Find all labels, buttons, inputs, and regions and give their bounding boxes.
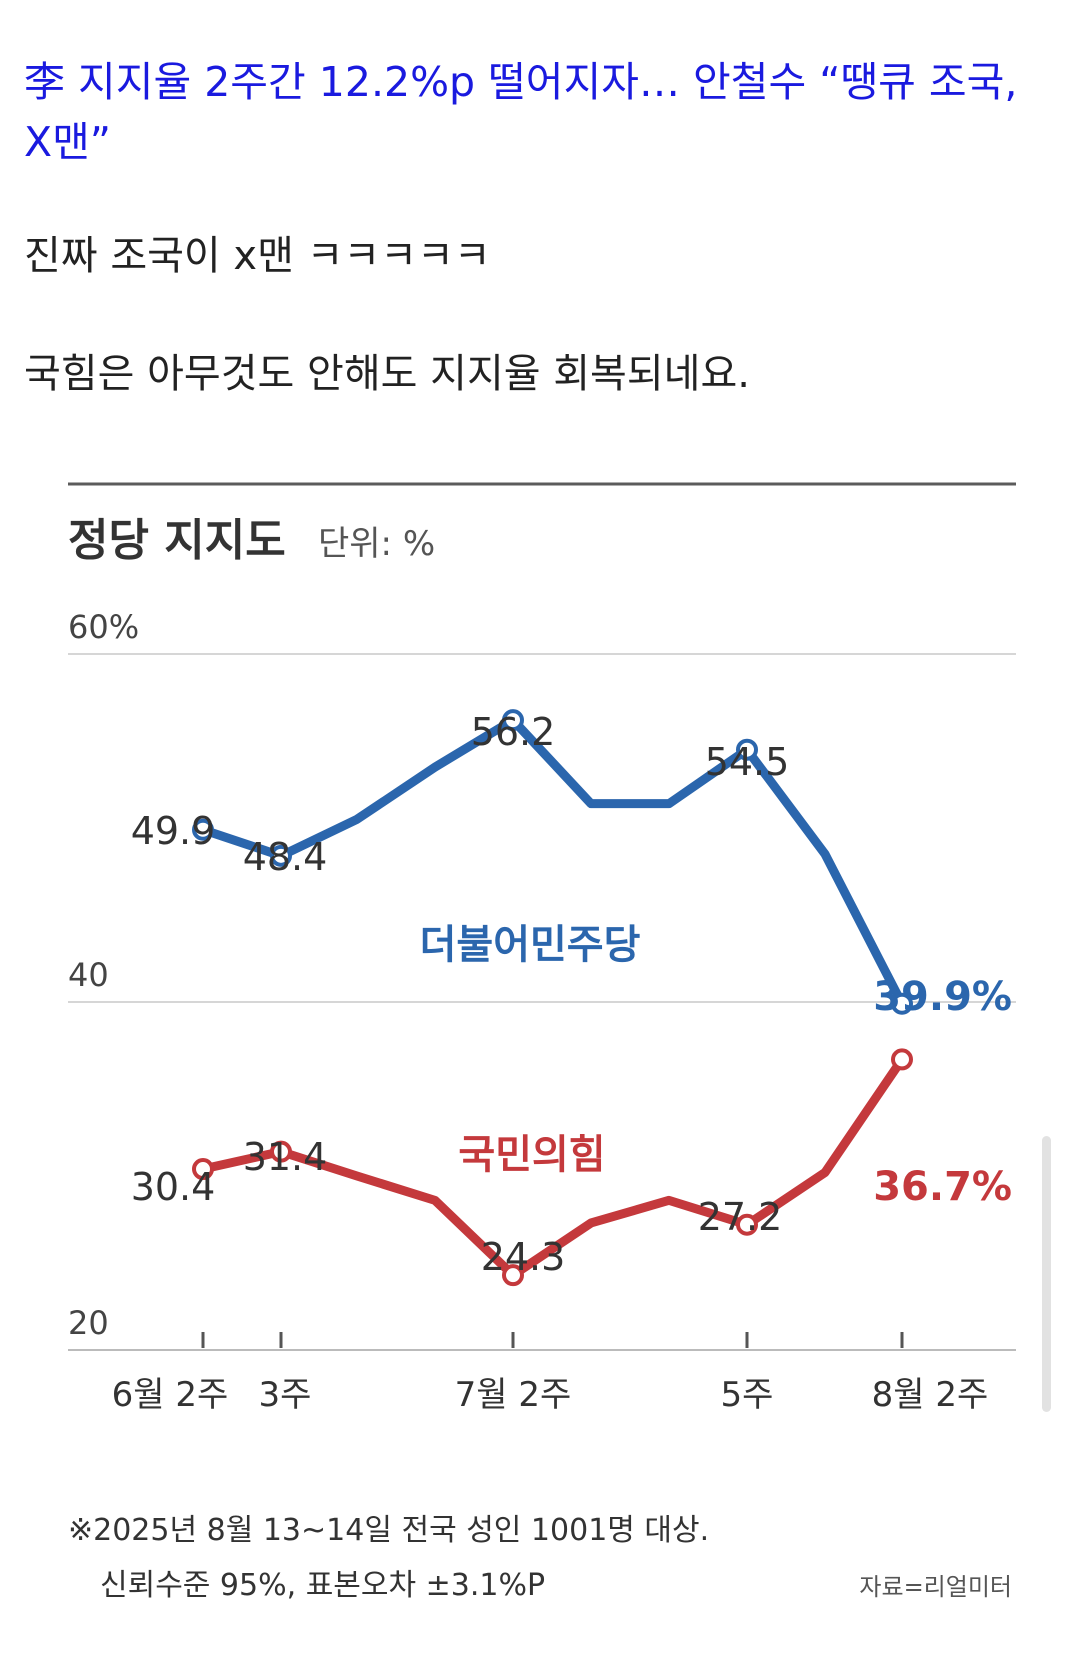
chart-unit: 단위: %	[318, 524, 435, 564]
series-line-0	[198, 715, 907, 1009]
x-tick-label: 5주	[721, 1375, 774, 1415]
data-point	[891, 1048, 913, 1071]
x-tick-label: 8월 2주	[872, 1375, 989, 1415]
data-labels: 49.9 48.4 56.2 54.5 39.9% 30.4 31.4 24.3 27.2 36.…	[131, 710, 1012, 1279]
data-point	[736, 738, 758, 761]
data-point	[192, 818, 214, 841]
data-label: 48.4	[243, 835, 328, 879]
legend-label-democratic: 더불어민주당	[420, 922, 641, 968]
source-credit: 자료=리얼미터	[859, 1573, 1012, 1601]
data-label: 49.9	[131, 809, 216, 853]
x-tick-label: 3주	[259, 1375, 312, 1415]
gridlines	[68, 653, 1016, 1351]
data-label: 30.4	[131, 1165, 216, 1209]
x-tick-label: 6월 2주	[112, 1375, 229, 1415]
data-point	[736, 1213, 758, 1236]
series-line-1	[198, 1054, 907, 1280]
data-label: 31.4	[243, 1135, 328, 1179]
survey-note: ※2025년 8월 13~14일 전국 성인 1001명 대상.	[68, 1513, 709, 1548]
article-headline-link[interactable]: 李 지지율 2주간 12.2%p 떨어지자… 안철수 “땡큐 조국, X맨”	[24, 58, 1018, 166]
data-label: 36.7%	[873, 1164, 1012, 1210]
data-label: 24.3	[481, 1235, 566, 1279]
scrollbar-thumb[interactable]	[1042, 1136, 1051, 1412]
data-label: 54.5	[705, 740, 790, 784]
data-markers	[192, 709, 913, 1287]
data-point	[502, 1264, 524, 1287]
x-axis-ticks: 6월 2주 3주 7월 2주 5주 8월 2주	[112, 1332, 989, 1415]
data-point	[502, 709, 524, 732]
legend-label-ppp: 국민의힘	[458, 1132, 605, 1178]
series-lines	[198, 715, 907, 1280]
y-axis-ticks: 20 40 60%	[68, 608, 139, 1342]
y-tick-label: 40	[68, 956, 109, 994]
y-tick-label: 20	[68, 1304, 109, 1342]
data-label: 27.2	[698, 1195, 783, 1239]
y-tick-label: 60%	[68, 608, 139, 646]
post-text-line: 진짜 조국이 x맨 ㅋㅋㅋㅋㅋ	[24, 233, 491, 279]
x-tick-label: 7월 2주	[455, 1375, 572, 1415]
data-point	[891, 992, 913, 1015]
data-point	[270, 1140, 292, 1163]
chart-title: 정당 지지도	[68, 515, 286, 566]
post-text-line: 국힘은 아무것도 안해도 지지율 회복되네요.	[24, 351, 750, 397]
data-point	[270, 844, 292, 867]
data-point	[192, 1158, 214, 1181]
data-label: 56.2	[471, 710, 556, 754]
data-label: 39.9%	[873, 974, 1012, 1020]
survey-note-margin: 신뢰수준 95%, 표본오차 ±3.1%P	[100, 1568, 545, 1603]
party-support-chart: 정당 지지도 단위: % 20 40 60% 49.9 48.4 56.2 54.5 39.…	[68, 482, 1016, 1603]
